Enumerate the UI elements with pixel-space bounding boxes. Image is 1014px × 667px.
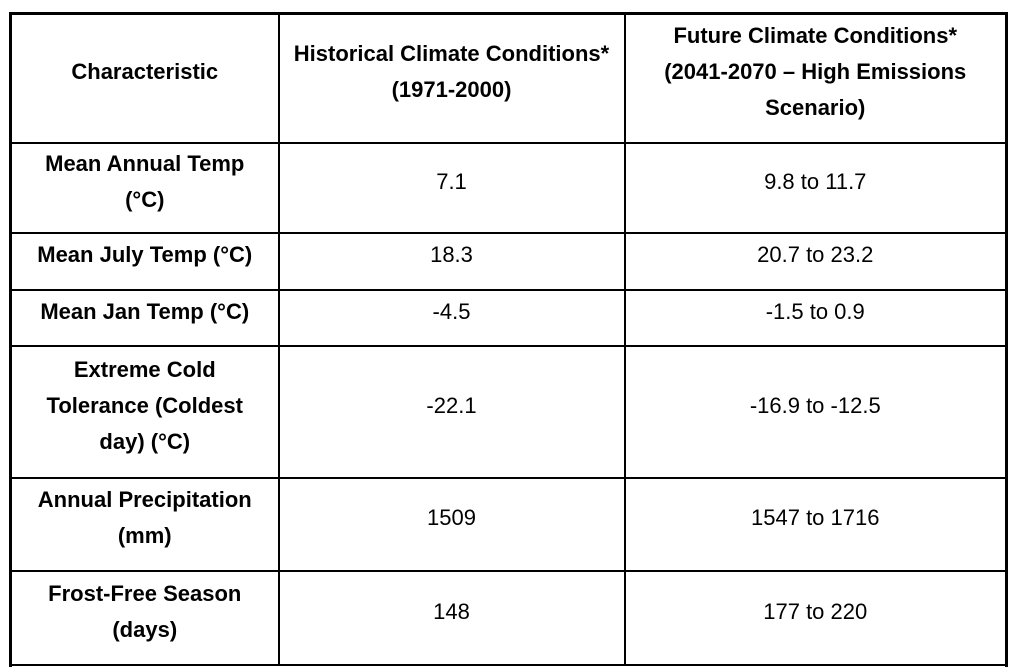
future-value: -1.5 to 0.9 — [623, 288, 1008, 347]
table-row-mean-july-temp: Mean July Temp (°C) 18.3 20.7 to 23.2 — [9, 231, 1008, 291]
future-value: -16.9 to -12.5 — [623, 344, 1008, 479]
table-row-mean-annual-temp: Mean Annual Temp (°C) 7.1 9.8 to 11.7 — [9, 141, 1008, 234]
table-row-extreme-cold-tolerance: Extreme Cold Tolerance (Coldest day) (°C… — [9, 344, 1008, 479]
historical-value: 148 — [277, 569, 626, 666]
table-row-mean-jan-temp: Mean Jan Temp (°C) -4.5 -1.5 to 0.9 — [9, 288, 1008, 347]
table-row-annual-precipitation: Annual Precipitation (mm) 1509 1547 to 1… — [9, 476, 1008, 572]
climate-conditions-table: Characteristic Historical Climate Condit… — [9, 12, 1008, 667]
column-header-historical: Historical Climate Conditions* (1971-200… — [277, 12, 626, 144]
historical-value: -4.5 — [277, 288, 626, 347]
footnote-row-partial — [9, 663, 1008, 667]
future-value: 9.8 to 11.7 — [623, 141, 1008, 234]
table-row-frost-free-season: Frost-Free Season (days) 148 177 to 220 — [9, 569, 1008, 666]
column-header-future: Future Climate Conditions* (2041-2070 – … — [623, 12, 1008, 144]
historical-value: -22.1 — [277, 344, 626, 479]
characteristic-label: Mean July Temp (°C) — [9, 231, 280, 291]
historical-value: 7.1 — [277, 141, 626, 234]
column-header-characteristic: Characteristic — [9, 12, 280, 144]
header-row: Characteristic Historical Climate Condit… — [9, 12, 1008, 144]
future-value: 20.7 to 23.2 — [623, 231, 1008, 291]
historical-value: 1509 — [277, 476, 626, 572]
characteristic-label: Mean Annual Temp (°C) — [9, 141, 280, 234]
future-value: 1547 to 1716 — [623, 476, 1008, 572]
characteristic-label: Frost-Free Season (days) — [9, 569, 280, 666]
characteristic-label: Extreme Cold Tolerance (Coldest day) (°C… — [9, 344, 280, 479]
future-value: 177 to 220 — [623, 569, 1008, 666]
historical-value: 18.3 — [277, 231, 626, 291]
footnote-cell-partial — [9, 663, 1008, 667]
characteristic-label: Annual Precipitation (mm) — [9, 476, 280, 572]
characteristic-label: Mean Jan Temp (°C) — [9, 288, 280, 347]
